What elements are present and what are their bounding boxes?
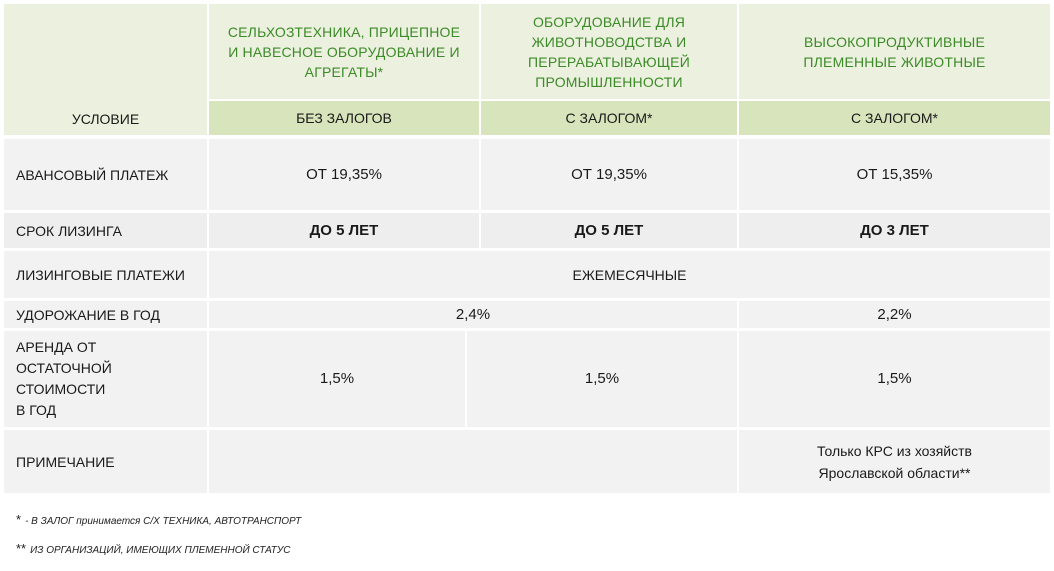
rent-v2: 1,5% [584,370,620,387]
row-term-label: СРОК ЛИЗИНГА [4,213,207,248]
row-appreciation-label: УДОРОЖАНИЕ В ГОД [4,301,207,328]
row-term-v1: ДО 5 ЛЕТ [209,213,479,248]
condition-label-cell: УСЛОВИЕ [4,99,207,135]
footnote1-text: - В ЗАЛОГ принимается С/Х ТЕХНИКА, АВТОТ… [25,516,302,527]
header-col-livestock-equipment: ОБОРУДОВАНИЕ ДЛЯ ЖИВОТНОВОДСТВА И ПЕРЕРА… [481,4,737,99]
header-col1-text: СЕЛЬХОЗТЕХНИКА, ПРИЦЕПНОЕ И НАВЕСНОЕ ОБО… [227,23,461,80]
rent-label-line1: АРЕНДА ОТ [16,339,97,355]
appreciation-v12: 2,4% [455,305,491,323]
condition-label: УСЛОВИЕ [71,111,140,127]
row-payments-label: ЛИЗИНГОВЫЕ ПЛАТЕЖИ [4,251,207,298]
sub-header-no-collateral: БЕЗ ЗАЛОГОВ [209,101,479,135]
sub2-text: С ЗАЛОГОМ* [565,110,653,126]
row-payments-value: ЕЖЕМЕСЯЧНЫЕ [209,251,1050,298]
term-v3: ДО 3 ЛЕТ [860,221,929,239]
row-rent-v1: 1,5% [209,331,465,427]
header-col3-text: ВЫСОКОПРОДУКТИВНЫЕ ПЛЕМЕННЫЕ ЖИВОТНЫЕ [803,33,986,70]
sub-header-collateral-2: С ЗАЛОГОМ* [481,101,737,135]
term-label: СРОК ЛИЗИНГА [16,222,122,239]
rent-label-line2: ОСТАТОЧНОЙ [16,360,112,376]
rent-v3: 1,5% [877,370,912,387]
advance-v3: ОТ 15,35% [856,165,933,183]
footnote1-mark: * [16,512,22,527]
note-v3-line2: Ярославской области** [818,464,971,481]
term-v2: ДО 5 ЛЕТ [574,221,644,239]
row-note-v3: Только КРС из хозяйств Ярославской облас… [739,430,1050,493]
rent-v1: 1,5% [319,370,355,387]
row-appreciation-v3: 2,2% [739,301,1050,328]
row-advance-v1: ОТ 19,35% [209,139,479,210]
rent-label: АРЕНДА ОТ ОСТАТОЧНОЙ СТОИМОСТИ В ГОД [16,337,112,421]
sub3-text: С ЗАЛОГОМ* [851,110,938,126]
row-term-v3: ДО 3 ЛЕТ [739,213,1050,248]
payments-value: ЕЖЕМЕСЯЧНЫЕ [572,266,687,283]
footnote2-mark: ** [16,541,27,556]
row-advance-v2: ОТ 19,35% [481,139,737,210]
term-v1: ДО 5 ЛЕТ [309,221,379,239]
row-note-v12 [209,430,737,493]
row-note-label: ПРИМЕЧАНИЕ [4,430,207,493]
header-col-breeding-animals: ВЫСОКОПРОДУКТИВНЫЕ ПЛЕМЕННЫЕ ЖИВОТНЫЕ [739,4,1050,99]
footnote-breeding-status: ** ИЗ ОРГАНИЗАЦИЙ, ИМЕЮЩИХ ПЛЕМЕННОЙ СТАТ… [16,541,290,556]
row-rent-label: АРЕНДА ОТ ОСТАТОЧНОЙ СТОИМОСТИ В ГОД [4,331,207,427]
note-v3: Только КРС из хозяйств Ярославской облас… [817,440,972,484]
payments-label: ЛИЗИНГОВЫЕ ПЛАТЕЖИ [16,266,185,283]
advance-v1: ОТ 19,35% [306,165,382,183]
row-appreciation-v12: 2,4% [209,301,737,328]
note-label: ПРИМЕЧАНИЕ [16,453,115,470]
appreciation-v3: 2,2% [877,305,912,323]
footnote2-text: ИЗ ОРГАНИЗАЦИЙ, ИМЕЮЩИХ ПЛЕМЕННОЙ СТАТУС [30,545,291,556]
row-rent-v3: 1,5% [739,331,1050,427]
advance-v2: ОТ 19,35% [571,165,647,183]
sub1-text: БЕЗ ЗАЛОГОВ [296,110,392,126]
note-v3-line1: Только КРС из хозяйств [817,442,972,459]
row-advance-v3: ОТ 15,35% [739,139,1050,210]
row-term-v2: ДО 5 ЛЕТ [481,213,737,248]
rent-label-line4: В ГОД [16,402,57,418]
advance-label: АВАНСОВЫЙ ПЛАТЕЖ [16,166,169,183]
sub-header-collateral-3: С ЗАЛОГОМ* [739,101,1050,135]
appreciation-label: УДОРОЖАНИЕ В ГОД [16,306,160,323]
rent-label-line3: СТОИМОСТИ [16,381,106,397]
header-col-agri-machinery: СЕЛЬХОЗТЕХНИКА, ПРИЦЕПНОЕ И НАВЕСНОЕ ОБО… [209,4,479,99]
footnote-collateral: * - В ЗАЛОГ принимается С/Х ТЕХНИКА, АВТО… [16,512,301,527]
header-col2-text: ОБОРУДОВАНИЕ ДЛЯ ЖИВОТНОВОДСТВА И ПЕРЕРА… [528,13,690,90]
row-advance-label: АВАНСОВЫЙ ПЛАТЕЖ [4,139,207,210]
header-blank [4,4,207,99]
row-rent-v2: 1,5% [467,331,737,427]
